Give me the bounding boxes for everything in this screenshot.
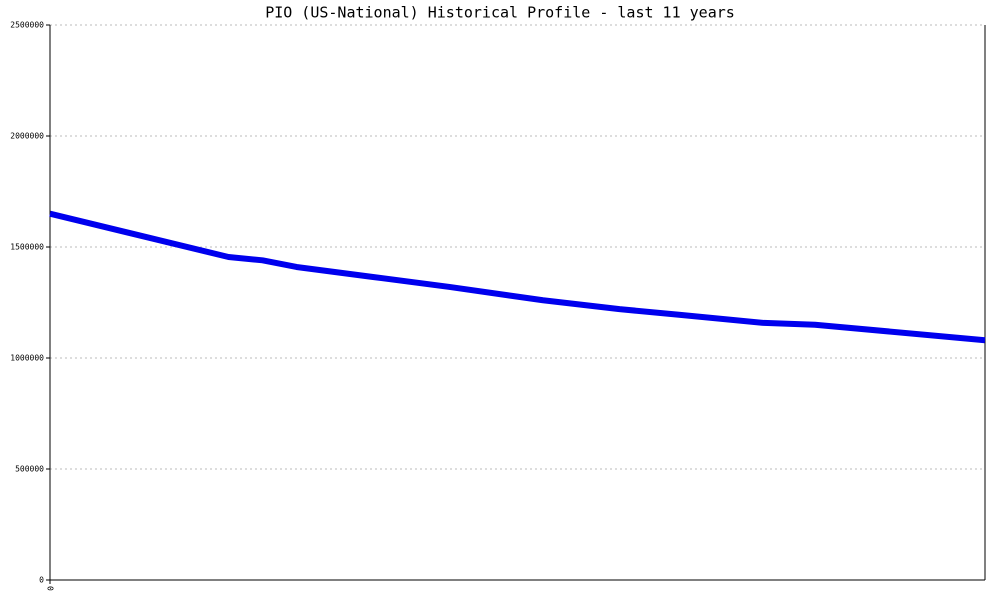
y-tick-label: 2500000 — [10, 21, 44, 30]
y-tick-label: 2000000 — [10, 132, 44, 141]
y-tick-label: 1000000 — [10, 354, 44, 363]
y-tick-label: 0 — [39, 576, 44, 585]
x-tick-label: 0 — [46, 586, 55, 591]
chart-title: PIO (US-National) Historical Profile - l… — [265, 4, 735, 22]
y-tick-label: 500000 — [15, 465, 44, 474]
data-line — [49, 210, 986, 344]
y-tick-label: 1500000 — [10, 243, 44, 252]
